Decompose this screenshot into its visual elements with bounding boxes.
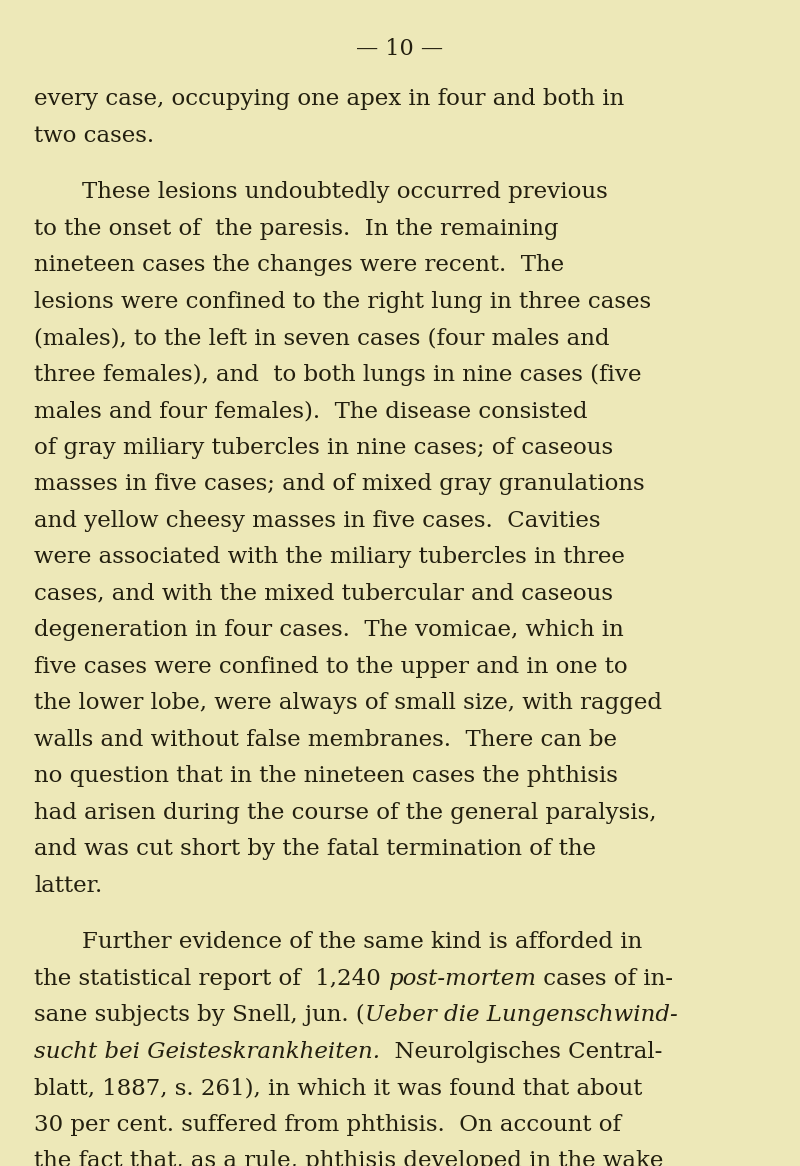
Text: blatt, 1887, s. 261), in which it was found that about: blatt, 1887, s. 261), in which it was fo… <box>34 1077 642 1100</box>
Text: of gray miliary tubercles in nine cases; of caseous: of gray miliary tubercles in nine cases;… <box>34 436 613 458</box>
Text: Further evidence of the same kind is afforded in: Further evidence of the same kind is aff… <box>82 932 642 953</box>
Text: degeneration in four cases.  The vomicae, which in: degeneration in four cases. The vomicae,… <box>34 619 624 641</box>
Text: had arisen during the course of the general paralysis,: had arisen during the course of the gene… <box>34 801 657 823</box>
Text: to the onset of  the paresis.  In the remaining: to the onset of the paresis. In the rema… <box>34 218 558 239</box>
Text: sucht bei Geisteskrankheiten.: sucht bei Geisteskrankheiten. <box>34 1040 380 1062</box>
Text: and was cut short by the fatal termination of the: and was cut short by the fatal terminati… <box>34 838 596 861</box>
Text: (males), to the left in seven cases (four males and: (males), to the left in seven cases (fou… <box>34 328 610 349</box>
Text: every case, occupying one apex in four and both in: every case, occupying one apex in four a… <box>34 87 624 110</box>
Text: cases, and with the mixed tubercular and caseous: cases, and with the mixed tubercular and… <box>34 583 613 605</box>
Text: three females), and  to both lungs in nine cases (five: three females), and to both lungs in nin… <box>34 364 642 386</box>
Text: latter.: latter. <box>34 874 102 897</box>
Text: masses in five cases; and of mixed gray granulations: masses in five cases; and of mixed gray … <box>34 473 645 496</box>
Text: males and four females).  The disease consisted: males and four females). The disease con… <box>34 400 587 422</box>
Text: two cases.: two cases. <box>34 125 154 147</box>
Text: sane subjects by Snell, jun. (: sane subjects by Snell, jun. ( <box>34 1004 365 1026</box>
Text: walls and without false membranes.  There can be: walls and without false membranes. There… <box>34 729 617 751</box>
Text: These lesions undoubtedly occurred previous: These lesions undoubtedly occurred previ… <box>82 181 608 203</box>
Text: cases of in-: cases of in- <box>536 968 673 990</box>
Text: post-mortem: post-mortem <box>388 968 536 990</box>
Text: no question that in the nineteen cases the phthisis: no question that in the nineteen cases t… <box>34 765 618 787</box>
Text: and yellow cheesy masses in five cases.  Cavities: and yellow cheesy masses in five cases. … <box>34 510 601 532</box>
Text: lesions were confined to the right lung in three cases: lesions were confined to the right lung … <box>34 290 651 312</box>
Text: the fact that, as a rule, phthisis developed in the wake: the fact that, as a rule, phthisis devel… <box>34 1150 663 1166</box>
Text: — 10 —: — 10 — <box>357 38 443 59</box>
Text: the lower lobe, were always of small size, with ragged: the lower lobe, were always of small siz… <box>34 693 662 714</box>
Text: five cases were confined to the upper and in one to: five cases were confined to the upper an… <box>34 655 628 677</box>
Text: the statistical report of  1,240: the statistical report of 1,240 <box>34 968 388 990</box>
Text: nineteen cases the changes were recent.  The: nineteen cases the changes were recent. … <box>34 254 564 276</box>
Text: Ueber die Lungenschwind-: Ueber die Lungenschwind- <box>365 1004 678 1026</box>
Text: were associated with the miliary tubercles in three: were associated with the miliary tubercl… <box>34 546 625 568</box>
Text: 30 per cent. suffered from phthisis.  On account of: 30 per cent. suffered from phthisis. On … <box>34 1114 621 1136</box>
Text: Neurolgisches Central-: Neurolgisches Central- <box>380 1040 662 1062</box>
